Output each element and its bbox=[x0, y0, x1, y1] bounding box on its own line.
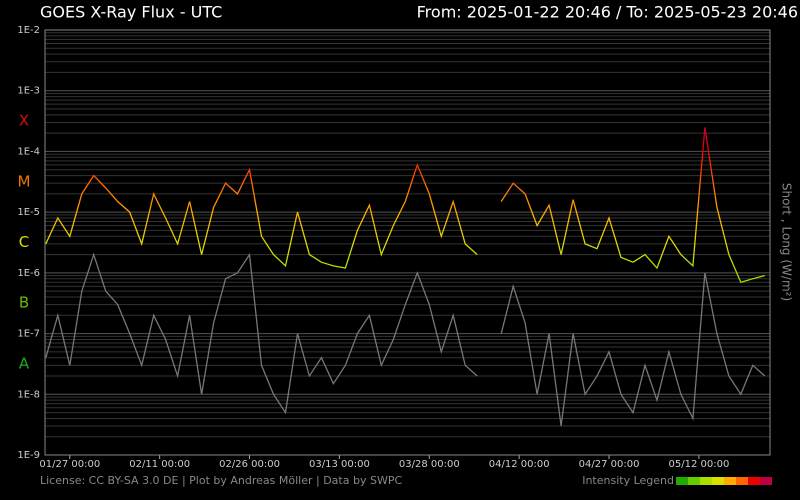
x-tick-label: 03/13 00:00 bbox=[309, 459, 370, 470]
y-tick-label: 1E-4 bbox=[17, 146, 40, 157]
class-label: M bbox=[18, 172, 31, 190]
x-tick-label: 03/28 00:00 bbox=[399, 459, 460, 470]
y-tick-label: 1E-9 bbox=[17, 450, 40, 461]
x-tick-label: 02/11 00:00 bbox=[129, 459, 190, 470]
y-tick-label: 1E-6 bbox=[17, 268, 40, 279]
series-line bbox=[45, 252, 478, 415]
legend-swatch bbox=[712, 477, 724, 485]
x-tick-label: 02/26 00:00 bbox=[219, 459, 280, 470]
y-tick-label: 1E-8 bbox=[17, 389, 40, 400]
y-tick-label: 1E-7 bbox=[17, 329, 40, 340]
class-label: A bbox=[19, 354, 30, 372]
legend-swatch bbox=[688, 477, 700, 485]
legend-swatch bbox=[736, 477, 748, 485]
x-tick-label: 01/27 00:00 bbox=[39, 459, 100, 470]
series-line bbox=[500, 272, 766, 427]
y-axis-label: Short , Long (W/m²) bbox=[780, 183, 794, 301]
x-tick-label: 05/12 00:00 bbox=[668, 459, 729, 470]
legend-swatch bbox=[748, 477, 760, 485]
y-tick-label: 1E-5 bbox=[17, 207, 40, 218]
legend-swatch bbox=[760, 477, 772, 485]
subtitle: From: 2025-01-22 20:46 / To: 2025-05-23 … bbox=[417, 3, 798, 22]
class-label: X bbox=[19, 112, 29, 130]
series-line bbox=[45, 163, 478, 269]
footer: License: CC BY-SA 3.0 DE | Plot by Andre… bbox=[40, 474, 402, 487]
y-tick-label: 1E-2 bbox=[17, 25, 40, 36]
y-tick-label: 1E-3 bbox=[17, 86, 40, 97]
x-tick-label: 04/27 00:00 bbox=[579, 459, 640, 470]
chart-title: GOES X-Ray Flux - UTC bbox=[40, 3, 222, 22]
legend-swatch bbox=[676, 477, 688, 485]
series-line bbox=[500, 127, 765, 284]
legend-title: Intensity Legend bbox=[582, 474, 674, 487]
legend-swatch bbox=[700, 477, 712, 485]
class-label: C bbox=[19, 233, 29, 251]
plot-border bbox=[44, 29, 771, 456]
legend-swatch bbox=[724, 477, 736, 485]
x-tick-label: 04/12 00:00 bbox=[489, 459, 550, 470]
class-label: B bbox=[19, 294, 29, 312]
